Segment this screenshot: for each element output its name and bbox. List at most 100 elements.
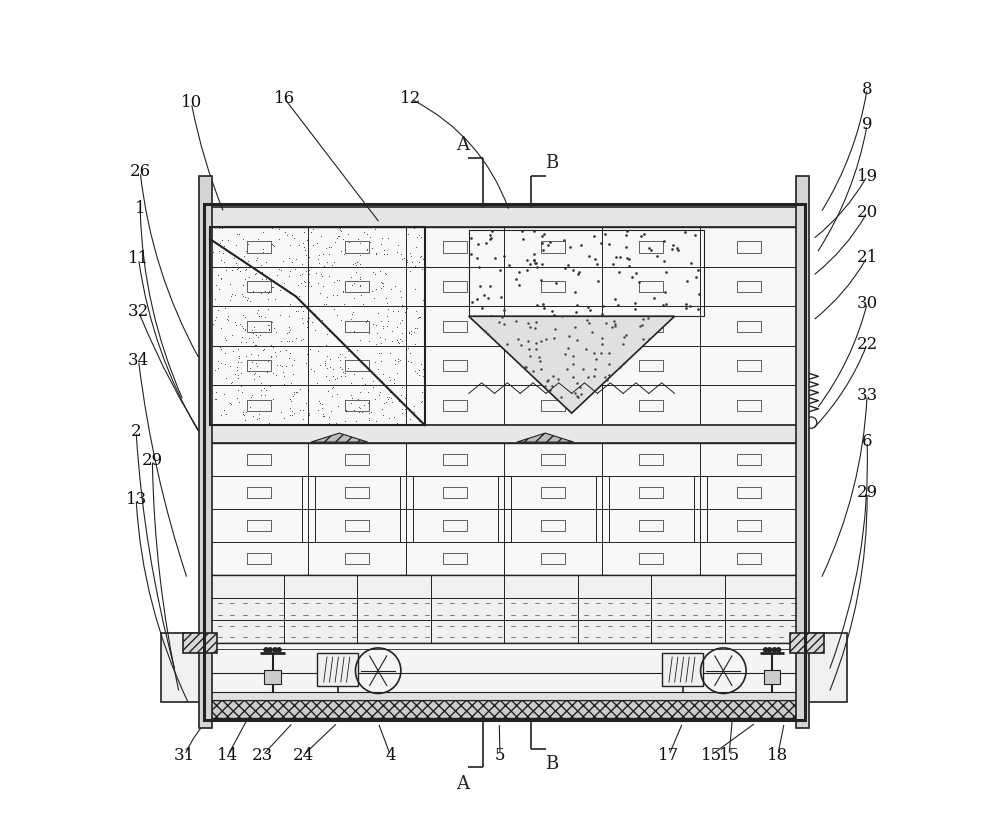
Bar — [541, 241, 565, 253]
Bar — [345, 320, 369, 332]
Circle shape — [764, 648, 768, 652]
Text: 2: 2 — [131, 423, 141, 440]
Bar — [345, 281, 369, 292]
Bar — [400, 476, 413, 542]
Polygon shape — [517, 433, 574, 442]
Text: 29: 29 — [857, 484, 878, 501]
Text: 34: 34 — [128, 352, 149, 369]
Bar — [541, 360, 565, 371]
Text: 11: 11 — [128, 250, 149, 267]
Bar — [443, 454, 467, 465]
Text: 17: 17 — [658, 747, 680, 764]
Bar — [345, 487, 369, 498]
Bar — [737, 553, 761, 564]
Text: 19: 19 — [857, 168, 878, 184]
Text: 31: 31 — [174, 747, 195, 764]
Bar — [639, 487, 663, 498]
Bar — [596, 476, 609, 542]
Bar — [210, 643, 798, 698]
Bar — [662, 653, 703, 686]
Bar — [737, 360, 761, 371]
Bar — [206, 700, 802, 718]
Bar — [302, 476, 315, 542]
Text: 20: 20 — [856, 204, 878, 221]
Circle shape — [277, 648, 281, 652]
Text: 23: 23 — [252, 747, 273, 764]
Text: 21: 21 — [856, 249, 878, 266]
Text: 33: 33 — [856, 387, 878, 403]
Bar — [247, 487, 271, 498]
Bar — [210, 443, 798, 575]
Bar — [541, 454, 565, 465]
Bar — [210, 227, 798, 425]
Bar — [345, 553, 369, 564]
Bar — [443, 399, 467, 411]
Bar — [790, 633, 824, 653]
Bar — [639, 241, 663, 253]
Bar — [161, 632, 208, 703]
Bar — [247, 520, 271, 531]
Bar — [317, 653, 358, 686]
Text: 15: 15 — [718, 747, 740, 764]
Text: A: A — [456, 775, 469, 794]
Bar — [737, 487, 761, 498]
Bar — [345, 454, 369, 465]
Text: B: B — [545, 154, 558, 172]
Text: 4: 4 — [385, 747, 396, 764]
Bar — [247, 360, 271, 371]
Bar — [206, 692, 802, 700]
Bar — [443, 553, 467, 564]
Bar — [498, 476, 511, 542]
Bar — [764, 670, 780, 685]
Text: 24: 24 — [293, 747, 314, 764]
Bar — [639, 360, 663, 371]
Bar — [247, 454, 271, 465]
Bar — [247, 399, 271, 411]
Bar — [541, 281, 565, 292]
Bar — [443, 320, 467, 332]
Text: 26: 26 — [130, 164, 151, 180]
Bar — [345, 399, 369, 411]
Bar — [541, 487, 565, 498]
Bar — [345, 520, 369, 531]
Bar — [737, 520, 761, 531]
Bar — [796, 176, 809, 729]
Text: 14: 14 — [217, 747, 239, 764]
Text: B: B — [545, 756, 558, 773]
Bar — [737, 399, 761, 411]
Circle shape — [768, 648, 772, 652]
Bar — [639, 399, 663, 411]
Bar — [210, 227, 425, 425]
Bar — [639, 281, 663, 292]
Circle shape — [273, 648, 277, 652]
Polygon shape — [469, 316, 675, 413]
Bar — [639, 454, 663, 465]
Text: 13: 13 — [125, 491, 147, 508]
Bar — [264, 670, 281, 685]
Bar — [443, 520, 467, 531]
Text: 5: 5 — [495, 747, 505, 764]
Text: 9: 9 — [862, 117, 872, 134]
Text: 30: 30 — [856, 295, 878, 312]
Bar — [210, 425, 798, 443]
Bar — [443, 360, 467, 371]
Text: A: A — [456, 136, 469, 154]
Text: 32: 32 — [128, 303, 149, 320]
Bar — [247, 320, 271, 332]
Bar — [737, 320, 761, 332]
Bar — [737, 454, 761, 465]
Bar — [247, 553, 271, 564]
Bar — [541, 320, 565, 332]
Circle shape — [268, 648, 272, 652]
Bar — [639, 520, 663, 531]
Text: 12: 12 — [400, 90, 421, 108]
Bar — [199, 176, 212, 729]
Text: 29: 29 — [142, 452, 163, 469]
Bar — [247, 241, 271, 253]
Bar — [443, 281, 467, 292]
Bar — [345, 241, 369, 253]
Polygon shape — [311, 433, 368, 442]
Circle shape — [777, 648, 781, 652]
Bar — [541, 399, 565, 411]
Bar — [210, 575, 798, 643]
